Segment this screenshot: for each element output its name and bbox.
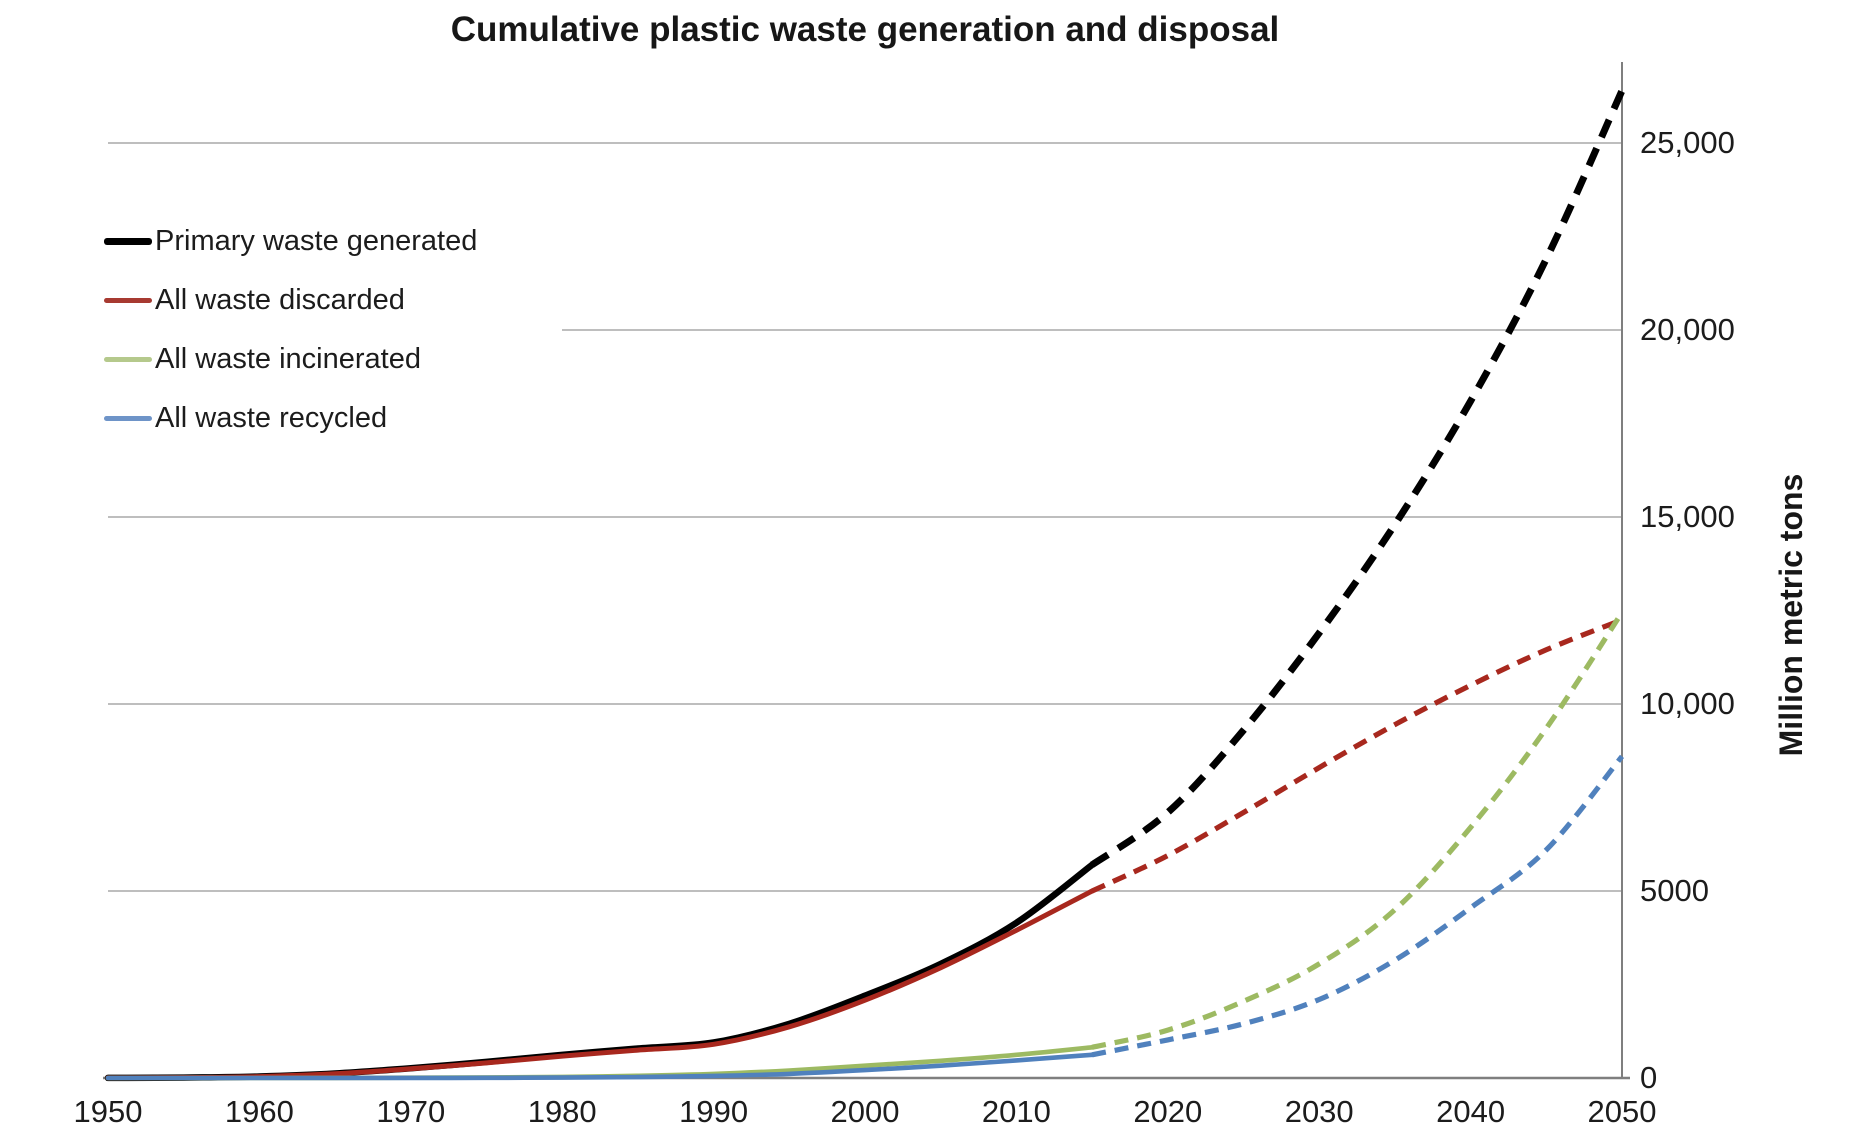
legend-item-all-waste-incinerated: All waste incinerated: [104, 330, 562, 389]
legend-label: All waste incinerated: [155, 343, 421, 375]
y-tick-label-0: 0: [1640, 1060, 1658, 1095]
series-primary-waste-generated-solid-line: [104, 861, 1096, 1082]
series-all-waste-discarded-projection-dashed-line: [1090, 617, 1623, 894]
series-all-waste-recycled-projection-dashed-line: [1091, 754, 1625, 1058]
x-tick-label-1980: 1980: [527, 1094, 597, 1129]
y-tick-label-5000: 5000: [1640, 873, 1709, 908]
legend: Primary waste generated All waste discard…: [100, 206, 562, 454]
x-tick-label-2020: 2020: [1133, 1094, 1203, 1129]
legend-item-primary-waste-generated: Primary waste generated: [104, 212, 562, 271]
y-tick-label-10000: 10,000: [1640, 686, 1735, 721]
y-tick-label-25000: 25,000: [1640, 125, 1735, 160]
legend-label: Primary waste generated: [155, 225, 478, 257]
x-tick-label-1990: 1990: [679, 1094, 749, 1129]
x-tick-label-2000: 2000: [830, 1094, 900, 1129]
x-tick-label-2030: 2030: [1284, 1094, 1354, 1129]
legend-line-swatch: [104, 298, 152, 303]
legend-line-swatch: [104, 238, 152, 245]
series-all-waste-incinerated-projection-dashed-line: [1091, 610, 1625, 1050]
x-tick-label-1970: 1970: [376, 1094, 446, 1129]
x-tick-label-2050: 2050: [1587, 1094, 1657, 1129]
legend-line-swatch: [104, 357, 152, 362]
x-tick-label-1960: 1960: [224, 1094, 294, 1129]
x-tick-label-2040: 2040: [1436, 1094, 1506, 1129]
y-tick-label-20000: 20,000: [1640, 312, 1735, 347]
x-tick-label-1950: 1950: [73, 1094, 143, 1129]
y-axis-title: Million metric tons: [1773, 473, 1809, 757]
legend-label: All waste recycled: [155, 402, 388, 434]
legend-label: All waste discarded: [155, 284, 405, 316]
chart-title: Cumulative plastic waste generation and …: [450, 10, 1280, 49]
legend-line-swatch: [104, 416, 152, 421]
series-primary-waste-generated-projection-dashed-line: [1090, 89, 1626, 868]
legend-item-all-waste-recycled: All waste recycled: [104, 389, 562, 448]
y-tick-label-15000: 15,000: [1640, 499, 1735, 534]
series-all-waste-recycled-solid-line: [105, 1052, 1095, 1081]
legend-item-all-waste-discarded: All waste discarded: [104, 271, 562, 330]
x-tick-label-2010: 2010: [981, 1094, 1051, 1129]
